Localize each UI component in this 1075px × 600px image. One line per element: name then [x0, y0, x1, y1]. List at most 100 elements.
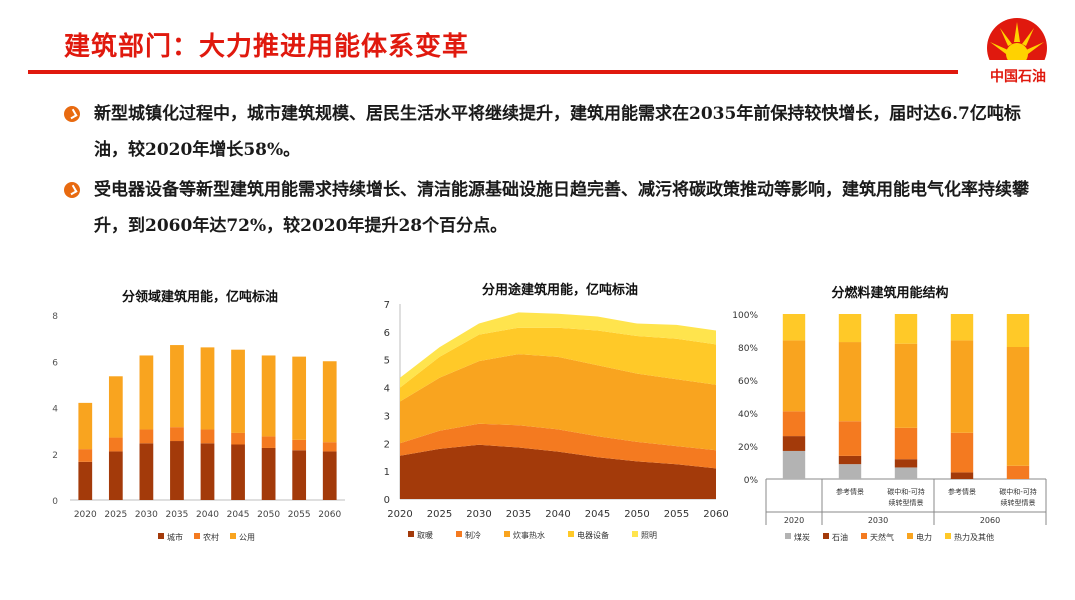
chart2-y-tick-label: 1 — [384, 467, 390, 478]
chart1-x-tick-label: 2055 — [288, 510, 311, 520]
chart2-area-series — [400, 423, 716, 469]
page-title: 建筑部门：大力推进用能体系变革 — [64, 32, 470, 62]
chart3-y-tick-label: 40% — [738, 410, 758, 420]
chart2-legend-label: 照明 — [641, 531, 657, 540]
chart3-bar-segment — [894, 427, 918, 460]
chart3-legend-label: 天然气 — [870, 532, 894, 542]
chart3-legend-label: 电力 — [916, 532, 932, 542]
chart1-legend-swatch — [194, 533, 200, 539]
chart2-x-tick-label: 2045 — [585, 509, 610, 520]
petrochina-logo-icon — [987, 18, 1047, 80]
chart2-y-tick-label: 5 — [384, 356, 390, 367]
chart1-sector-bar-chart: 0 2 4 6 8 2020 2025 2030 2035 2040 2045 2050 2055 206… — [52, 312, 345, 542]
chart2-x-tick-label: 2020 — [387, 509, 412, 520]
chart3-bar-segment — [894, 467, 918, 479]
chart1-y-tick-label: 4 — [52, 405, 58, 415]
bullet-text: 新型城镇化过程中，城市建筑规模、居民生活水平将继续提升，建筑用能需求在2035年… — [94, 104, 1021, 160]
chart3-x-category-label: 参考情景 — [948, 487, 976, 496]
chart1-bar-segment — [231, 444, 245, 500]
chart1-y-tick-label: 6 — [52, 358, 58, 368]
chart3-legend-swatch — [785, 533, 791, 539]
chart1-x-tick-label: 2040 — [196, 510, 219, 520]
chart3-group-label: 2060 — [980, 516, 1000, 525]
chart1-bar-segment — [200, 347, 215, 430]
chart3-bar-segment — [894, 343, 918, 428]
chart3-x-category-label: 碳中和-可持 — [887, 487, 925, 496]
chart3-y-tick-label: 20% — [738, 443, 758, 453]
chart2-x-tick-label: 2055 — [664, 509, 689, 520]
chart3-bar-segment — [782, 411, 806, 437]
chart1-x-tick-label: 2030 — [135, 510, 158, 520]
chart1-bar-segment — [231, 349, 245, 433]
chart3-bar-segment — [894, 314, 918, 344]
chart3-bar-segment — [950, 314, 974, 341]
chart2-y-tick-label: 4 — [384, 384, 390, 395]
chart1-y-tick-label: 0 — [52, 497, 58, 507]
chart2-area-series — [400, 327, 716, 402]
chart1-legend-swatch — [158, 533, 164, 539]
chart3-x-category-label: 续转型情景 — [1001, 498, 1036, 507]
chart2-legend-label: 电器设备 — [577, 530, 609, 540]
chart3-bar-segment — [1006, 465, 1030, 479]
chart1-bar-segment — [108, 451, 123, 500]
chart3-legend-swatch — [945, 533, 951, 539]
bullet-item: 受电器设备等新型建筑用能需求持续增长、清洁能源基础设施日趋完善、减污将碳政策推动… — [64, 172, 1044, 244]
chart1-bar-segment — [78, 402, 93, 450]
chart1-bar-segment — [261, 436, 276, 448]
chart1-bar-segment — [139, 443, 154, 500]
chart1-x-tick-label: 2050 — [257, 510, 280, 520]
chart3-bar-segment — [950, 340, 974, 433]
chart1-legend-label: 城市 — [167, 532, 183, 542]
chart1-x-tick-label: 2025 — [104, 510, 127, 520]
chart1-bar-segment — [139, 429, 154, 444]
chart1-legend-swatch — [230, 533, 236, 539]
bullet-list: 新型城镇化过程中，城市建筑规模、居民生活水平将继续提升，建筑用能需求在2035年… — [64, 96, 1044, 248]
chart3-bar-segment — [838, 421, 862, 456]
chart1-bar-segment — [78, 449, 93, 462]
chart1-bar-segment — [322, 451, 337, 500]
chart2-y-tick-label: 2 — [384, 439, 390, 450]
chart2-area-series — [400, 312, 716, 388]
chart2-y-tick-label: 7 — [384, 300, 390, 311]
chart2-x-tick-label: 2040 — [545, 509, 570, 520]
chart3-bar-segment — [950, 472, 974, 479]
chart1-bar-segment — [200, 429, 215, 444]
chart3-legend-swatch — [907, 533, 913, 539]
chart1-x-tick-label: 2045 — [227, 510, 250, 520]
chart1-bar-segment — [322, 442, 337, 452]
chart1-bar-segment — [292, 356, 307, 440]
chart1-bar-segment — [170, 345, 184, 428]
logo-text: 中国石油 — [990, 69, 1046, 85]
chart1-bar-segment — [108, 376, 123, 438]
chart2-legend-swatch — [504, 531, 510, 537]
chart3-bar-segment — [894, 459, 918, 468]
chart1-bar-segment — [200, 443, 215, 500]
chart2-x-tick-label: 2025 — [427, 509, 452, 520]
chart1-x-tick-label: 2020 — [74, 510, 97, 520]
chart3-y-tick-label: 60% — [738, 377, 758, 387]
chart2-legend-label: 炊事热水 — [513, 530, 545, 540]
chart3-bar-segment — [1006, 347, 1030, 466]
chart3-legend-swatch — [823, 533, 829, 539]
chart3-bar-segment — [838, 342, 862, 422]
chart3-x-category-label: 碳中和-可持 — [999, 487, 1037, 496]
chart3-bar-segment — [1006, 314, 1030, 347]
chart3-bar-segment — [782, 340, 806, 412]
chart2-y-tick-label: 3 — [384, 411, 390, 422]
chart3-bar-segment — [782, 436, 806, 451]
chart2-legend-swatch — [632, 531, 638, 537]
chart2-x-tick-label: 2050 — [624, 509, 649, 520]
chart1-bar-segment — [322, 361, 337, 443]
bullet-check-icon — [64, 106, 80, 122]
chart2-legend-label: 取暖 — [417, 531, 433, 540]
chart1-bar-segment — [292, 450, 307, 500]
chart1-bar-segment — [170, 441, 184, 500]
chart3-bar-segment — [838, 455, 862, 465]
bullet-item: 新型城镇化过程中，城市建筑规模、居民生活水平将继续提升，建筑用能需求在2035年… — [64, 96, 1044, 168]
chart3-group-label: 2030 — [868, 516, 888, 525]
chart3-group-label: 2020 — [784, 516, 804, 525]
chart2-y-tick-label: 6 — [384, 328, 390, 339]
chart1-bar-segment — [261, 447, 276, 500]
chart1-x-tick-label: 2035 — [165, 510, 188, 520]
